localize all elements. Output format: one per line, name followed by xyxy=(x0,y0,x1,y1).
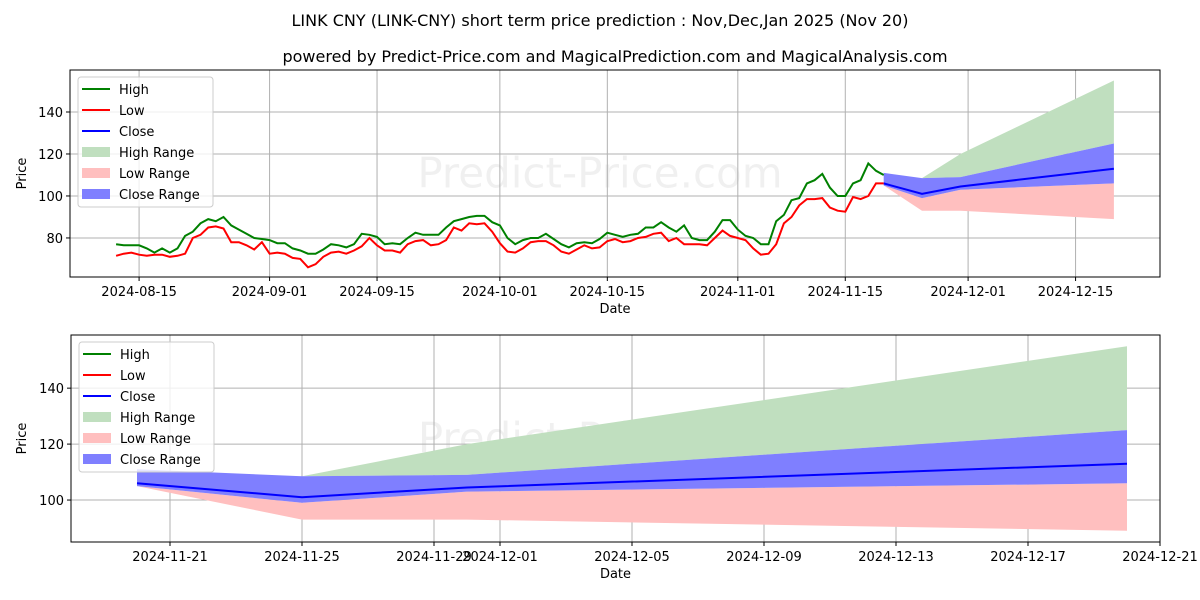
legend-label: Low xyxy=(120,369,146,384)
x-tick-label: 2024-12-17 xyxy=(990,550,1066,565)
close-line xyxy=(136,462,1128,499)
legend-label: Close xyxy=(120,390,155,405)
legend-box xyxy=(77,76,214,208)
high-line xyxy=(115,161,885,255)
y-tick-label: 120 xyxy=(38,148,63,163)
y-tick-label: 140 xyxy=(39,382,64,397)
x-tick-label: 2024-12-09 xyxy=(726,550,802,565)
high-range-band xyxy=(883,80,1114,179)
low-range-band xyxy=(883,183,1114,220)
legend-label: Close Range xyxy=(120,453,201,468)
legend-swatch-patch xyxy=(83,412,111,422)
y-axis-label: Price xyxy=(15,158,30,190)
x-tick-label: 2024-10-01 xyxy=(462,285,538,300)
legend-label: High Range xyxy=(119,146,194,161)
x-tick-label: 2024-09-01 xyxy=(232,285,308,300)
legend-label: High Range xyxy=(120,411,195,426)
legend-swatch-patch xyxy=(82,168,110,178)
x-tick-label: 2024-10-15 xyxy=(570,285,646,300)
legend-label: Close xyxy=(119,125,154,140)
legend-swatch-patch xyxy=(83,454,111,464)
y-tick-label: 140 xyxy=(38,106,63,121)
low-line xyxy=(115,182,884,269)
x-tick-label: 2024-12-15 xyxy=(1038,285,1114,300)
legend-box xyxy=(78,341,215,473)
x-tick-label: 2024-12-21 xyxy=(1122,550,1198,565)
legend-swatch-patch xyxy=(83,433,111,443)
x-tick-label: 2024-12-01 xyxy=(930,285,1006,300)
y-tick-label: 120 xyxy=(39,438,64,453)
y-tick-label: 100 xyxy=(38,190,63,205)
legend-label: High xyxy=(120,348,150,363)
chart-subtitle: powered by Predict-Price.com and Magical… xyxy=(282,47,947,66)
x-axis-label: Date xyxy=(600,567,631,582)
close-range-band xyxy=(883,143,1114,199)
x-axis-label: Date xyxy=(599,302,630,317)
x-tick-label: 2024-11-21 xyxy=(132,550,208,565)
x-tick-label: 2024-12-01 xyxy=(462,550,538,565)
close-line xyxy=(883,167,1115,195)
watermark: Predict-Price.com xyxy=(417,149,782,198)
close-range-band xyxy=(137,430,1127,503)
x-tick-label: 2024-09-15 xyxy=(339,285,415,300)
legend-swatch-patch xyxy=(82,189,110,199)
high-range-band xyxy=(137,346,1127,477)
bottom-plot: Predict-Price.com2024-11-212024-11-25202… xyxy=(15,334,1198,582)
legend-label: Low Range xyxy=(119,167,190,182)
legend-label: High xyxy=(119,83,149,98)
legend-label: Close Range xyxy=(119,188,200,203)
chart-title: LINK CNY (LINK-CNY) short term price pre… xyxy=(292,11,909,30)
legend-swatch-patch xyxy=(82,147,110,157)
x-tick-label: 2024-11-25 xyxy=(264,550,340,565)
legend-label: Low xyxy=(119,104,145,119)
plot-frame xyxy=(70,334,1161,543)
plot-frame xyxy=(69,69,1161,278)
y-tick-label: 100 xyxy=(39,494,64,509)
low-range-band xyxy=(137,483,1127,531)
x-tick-label: 2024-11-15 xyxy=(808,285,884,300)
y-tick-label: 80 xyxy=(46,232,63,247)
top-plot: Predict-Price.com 2024-08-15 2024-09-01 202… xyxy=(15,69,1161,317)
x-tick-label: 2024-12-13 xyxy=(858,550,934,565)
x-tick-label: 2024-08-15 xyxy=(101,285,177,300)
x-tick-label: 2024-12-05 xyxy=(594,550,670,565)
y-axis-label: Price xyxy=(15,423,30,455)
x-tick-label: 2024-11-01 xyxy=(700,285,776,300)
legend-label: Low Range xyxy=(120,432,191,447)
x-tick-label: 2024-11-29 xyxy=(396,550,472,565)
